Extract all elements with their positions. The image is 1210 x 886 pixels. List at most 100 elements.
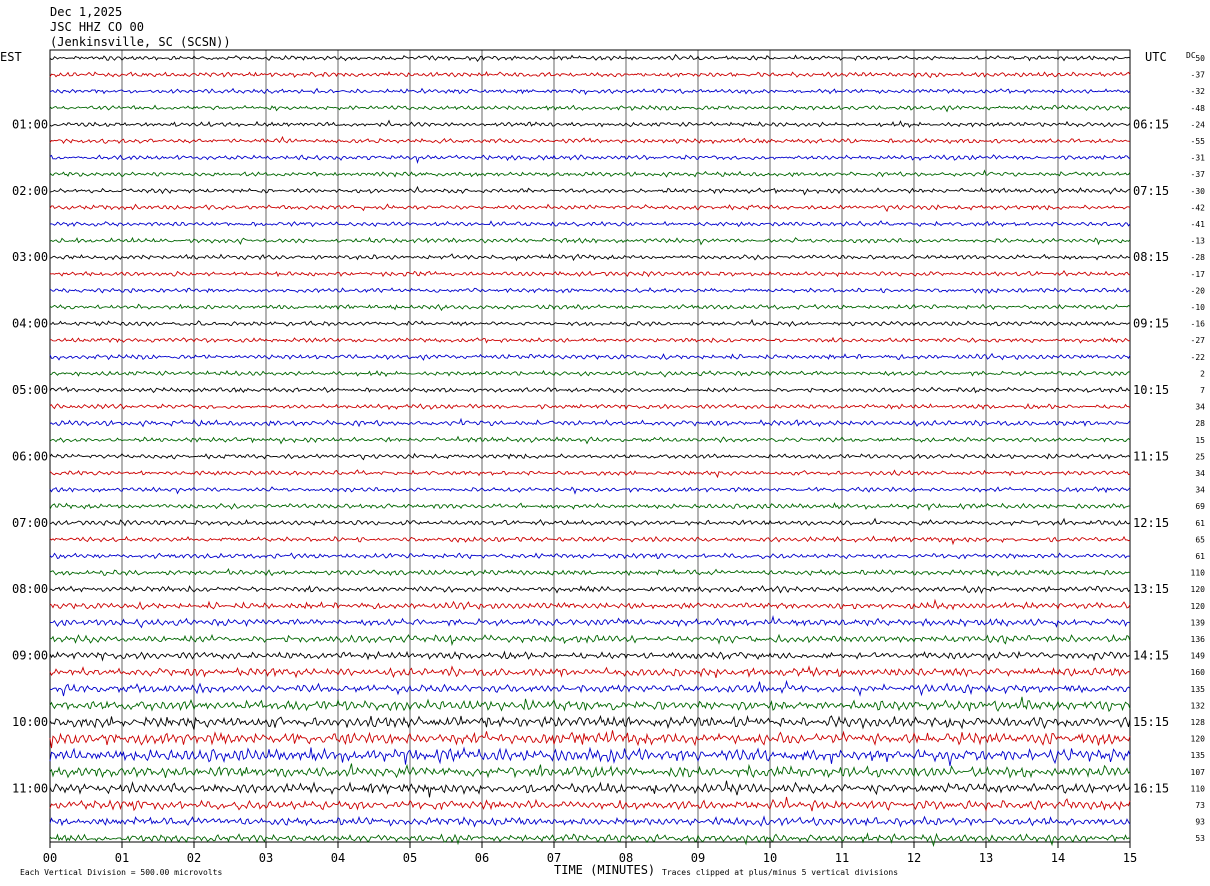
dc-offset-label: -13 xyxy=(1191,237,1206,246)
seismic-trace xyxy=(49,87,1131,96)
seismic-trace xyxy=(49,584,1131,595)
x-tick-label: 06 xyxy=(475,851,489,865)
dc-offset-label: -41 xyxy=(1191,220,1206,229)
x-tick-label: 01 xyxy=(115,851,129,865)
seismic-trace xyxy=(49,269,1131,278)
dc-offset-label: 53 xyxy=(1195,834,1205,843)
seismic-trace xyxy=(49,696,1131,713)
seismic-trace xyxy=(49,730,1131,749)
dc-offset-label: 139 xyxy=(1191,618,1206,627)
dc-offset-label: -37 xyxy=(1191,71,1206,80)
dc-offset-label: -32 xyxy=(1191,87,1206,96)
seismic-trace xyxy=(49,203,1131,213)
seismic-trace xyxy=(49,53,1131,62)
dc-offset-label: 50 xyxy=(1195,54,1205,63)
seismic-trace xyxy=(49,154,1131,164)
utc-hour-label: 12:15 xyxy=(1133,516,1169,530)
seismic-trace xyxy=(49,714,1131,730)
location-label: (Jenkinsville, SC (SCSN)) xyxy=(50,35,231,49)
seismic-trace xyxy=(49,552,1131,560)
seismic-trace xyxy=(49,452,1131,461)
seismic-trace xyxy=(49,303,1131,312)
utc-hour-label: 10:15 xyxy=(1133,383,1169,397)
est-hour-label: 04:00 xyxy=(12,317,48,331)
est-hour-label: 09:00 xyxy=(12,649,48,663)
dc-offset-label: 69 xyxy=(1195,502,1205,511)
dc-label: DC xyxy=(1186,51,1196,60)
seismic-trace xyxy=(49,169,1131,178)
grid-lines xyxy=(49,50,1131,848)
utc-hour-label: 16:15 xyxy=(1133,781,1169,795)
dc-offset-label: 110 xyxy=(1191,784,1206,793)
dc-offset-label: 135 xyxy=(1191,751,1206,760)
dc-offset-label: 7 xyxy=(1200,386,1205,395)
x-tick-label: 04 xyxy=(331,851,345,865)
dc-offset-label: 136 xyxy=(1191,635,1206,644)
seismic-trace xyxy=(49,614,1131,629)
seismic-trace xyxy=(49,517,1131,527)
seismic-trace xyxy=(49,71,1131,79)
dc-offset-label: 93 xyxy=(1195,818,1205,827)
dc-offset-label: 73 xyxy=(1195,801,1205,810)
utc-hour-label: 11:15 xyxy=(1133,449,1169,463)
dc-offset-label: 61 xyxy=(1195,519,1205,528)
dc-offset-label: -55 xyxy=(1191,137,1206,146)
seismic-trace xyxy=(49,370,1131,378)
seismic-trace xyxy=(49,336,1131,344)
dc-offset-label: -20 xyxy=(1191,286,1206,295)
dc-offset-label: 132 xyxy=(1191,701,1206,710)
x-tick-labels: 00 01 02 03 04 05 06 07 08 09 10 11 12 13 14 15 xyxy=(43,851,1137,865)
dc-offset-label: -17 xyxy=(1191,270,1206,279)
est-hour-label: 05:00 xyxy=(12,383,48,397)
dc-offset-label: 15 xyxy=(1195,436,1205,445)
dc-offset-label: -10 xyxy=(1191,303,1206,312)
seismic-trace xyxy=(49,417,1131,428)
seismic-trace xyxy=(49,236,1131,246)
trace-group xyxy=(49,53,1131,848)
dc-offset-label: -30 xyxy=(1191,187,1206,196)
seismic-trace xyxy=(49,502,1131,512)
seismic-trace xyxy=(49,253,1131,262)
dc-offset-label: 128 xyxy=(1191,718,1206,727)
utc-hour-labels: 06:15 07:15 08:15 09:15 10:15 11:15 12:15 13:15… xyxy=(1133,117,1169,795)
dc-offset-label: 34 xyxy=(1195,486,1205,495)
dc-offset-label: -16 xyxy=(1191,320,1206,329)
seismic-trace xyxy=(49,386,1131,394)
seismic-trace xyxy=(49,104,1131,113)
x-tick-label: 12 xyxy=(907,851,921,865)
seismic-trace xyxy=(49,665,1131,679)
x-tick-label: 07 xyxy=(547,851,561,865)
dc-offset-label: -48 xyxy=(1191,104,1206,113)
seismic-trace xyxy=(49,119,1131,128)
est-hour-label: 08:00 xyxy=(12,582,48,596)
dc-offset-label: -22 xyxy=(1191,353,1206,362)
x-axis-title: TIME (MINUTES) xyxy=(554,863,655,877)
seismic-trace xyxy=(49,318,1131,328)
dc-offset-label: 107 xyxy=(1191,768,1206,777)
seismic-trace xyxy=(49,220,1131,228)
dc-offset-label: 120 xyxy=(1191,585,1206,594)
seismic-trace xyxy=(49,486,1131,495)
x-tick-label: 09 xyxy=(691,851,705,865)
est-hour-label: 10:00 xyxy=(12,715,48,729)
dc-offset-label: 160 xyxy=(1191,668,1206,677)
seismic-trace xyxy=(49,352,1131,361)
date-label: Dec 1,2025 xyxy=(50,5,122,19)
utc-hour-label: 09:15 xyxy=(1133,317,1169,331)
dc-offset-label: 34 xyxy=(1195,403,1205,412)
seismic-trace xyxy=(49,633,1131,647)
utc-hour-label: 15:15 xyxy=(1133,715,1169,729)
dc-offset-label: 110 xyxy=(1191,569,1206,578)
station-label: JSC HHZ CO 00 xyxy=(50,20,144,34)
seismic-trace xyxy=(49,780,1131,798)
x-tick-label: 03 xyxy=(259,851,273,865)
est-axis-label: EST xyxy=(0,50,22,64)
seismic-trace xyxy=(49,815,1131,828)
dc-offset-label: 120 xyxy=(1191,602,1206,611)
utc-hour-label: 07:15 xyxy=(1133,184,1169,198)
seismic-trace xyxy=(49,598,1131,611)
utc-hour-label: 06:15 xyxy=(1133,117,1169,131)
dc-offset-labels: 50 -37 -32 -48 -24 -55 -31 -37 -30 -42 -41 -13 -28 -1… xyxy=(1191,54,1206,843)
dc-offset-label: 28 xyxy=(1195,419,1205,428)
